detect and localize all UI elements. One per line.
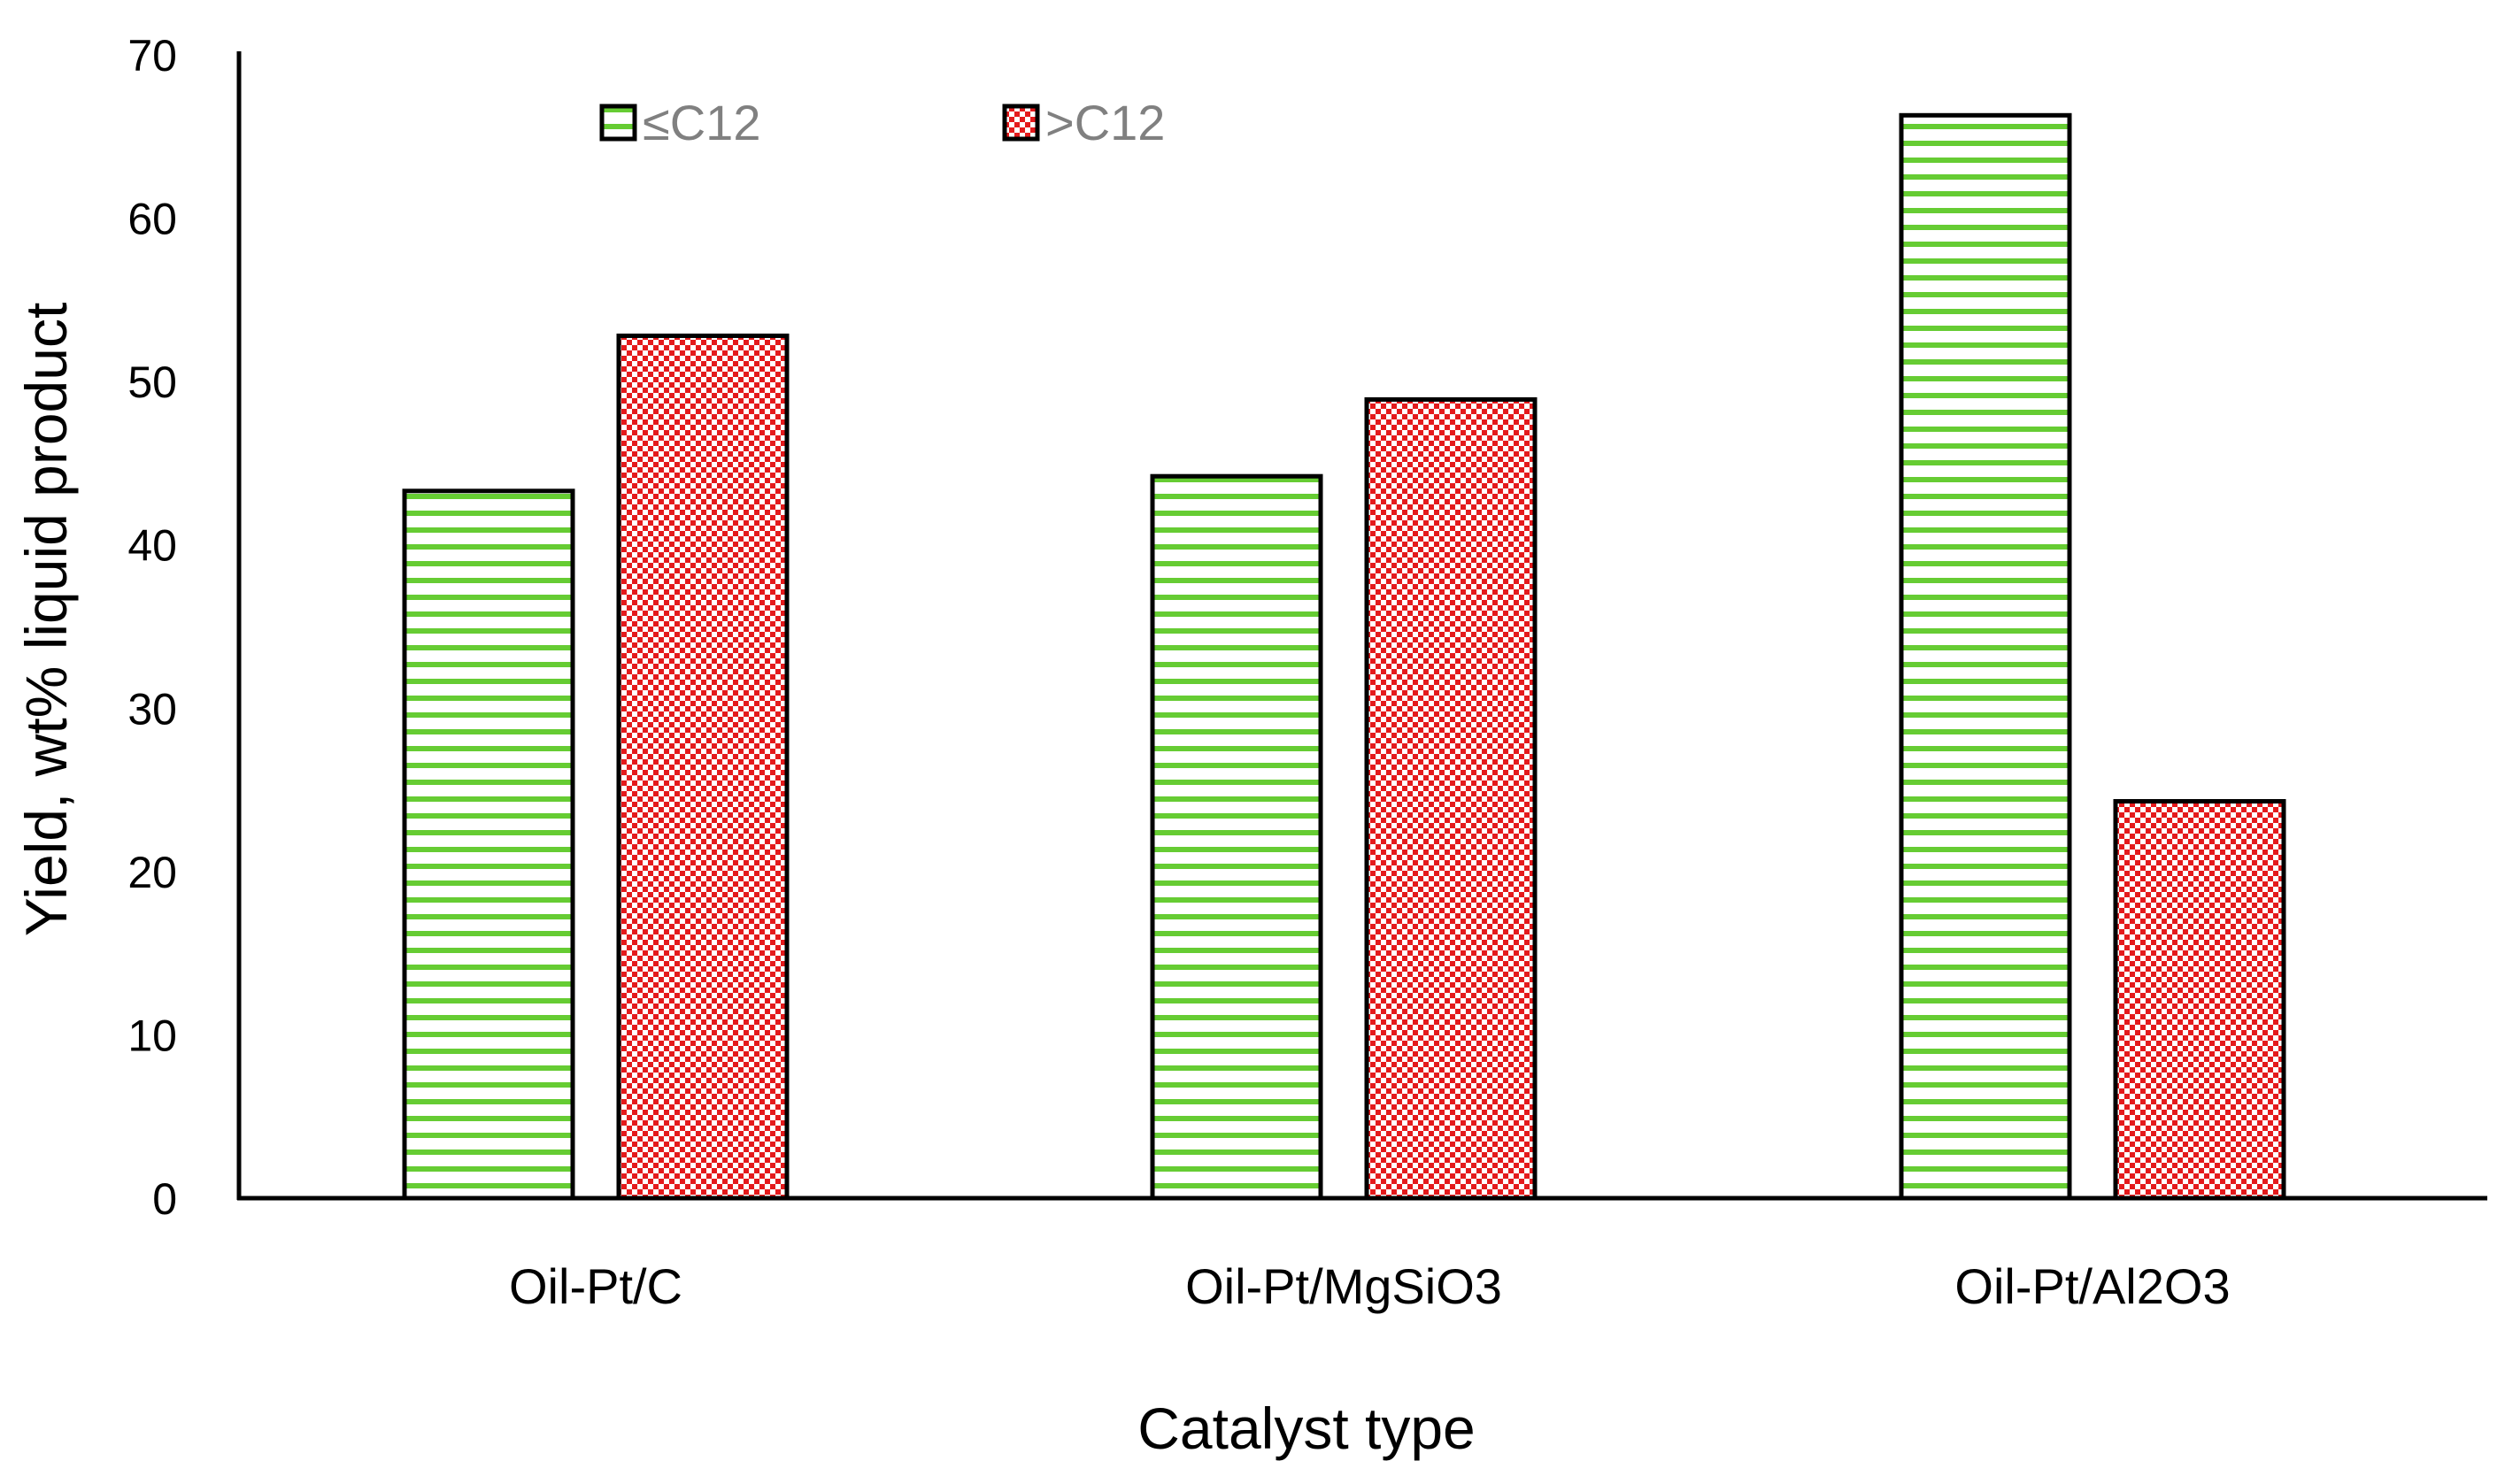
x-category-label-2: Oil-Pt/MgSiO3 xyxy=(1185,1258,1502,1314)
y-tick-label-30: 30 xyxy=(127,684,177,734)
legend-swatch-le-c12 xyxy=(599,104,637,142)
y-tick-label-50: 50 xyxy=(127,358,177,407)
bar-le-c12-oil-pt-al2o3 xyxy=(1899,112,2072,1201)
bar-gt-c12-oil-pt-al2o3 xyxy=(2113,798,2286,1201)
axes-group xyxy=(236,51,2487,1201)
bars-group xyxy=(402,112,2286,1201)
bar-gt-c12-oil-pt-c xyxy=(616,333,790,1201)
legend-label-le-c12: ≤C12 xyxy=(643,95,760,150)
y-tick-label-10: 10 xyxy=(127,1011,177,1060)
y-tick-label-20: 20 xyxy=(127,848,177,897)
y-tick-label-60: 60 xyxy=(127,195,177,244)
bar-le-c12-oil-pt-mgsio3 xyxy=(1150,473,1323,1201)
y-axis-title: Yield, wt% liquid product xyxy=(13,303,79,937)
x-category-label-3: Oil-Pt/Al2O3 xyxy=(1954,1258,2230,1314)
legend-swatch-gt-c12 xyxy=(1002,104,1040,142)
bar-le-c12-oil-pt-c xyxy=(402,488,575,1201)
y-tick-label-70: 70 xyxy=(127,31,177,81)
y-ticks-group: 0 10 20 30 40 50 60 70 xyxy=(127,31,177,1224)
x-category-label-1: Oil-Pt/C xyxy=(509,1258,682,1314)
y-tick-label-40: 40 xyxy=(127,521,177,571)
bar-gt-c12-oil-pt-mgsio3 xyxy=(1364,396,1538,1201)
legend-label-gt-c12: >C12 xyxy=(1045,95,1165,150)
y-tick-label-0: 0 xyxy=(152,1174,177,1224)
legend: ≤C12 >C12 xyxy=(599,95,1165,150)
x-axis-title: Catalyst type xyxy=(1137,1396,1476,1461)
x-categories-group: Oil-Pt/C Oil-Pt/MgSiO3 Oil-Pt/Al2O3 xyxy=(509,1258,2231,1314)
